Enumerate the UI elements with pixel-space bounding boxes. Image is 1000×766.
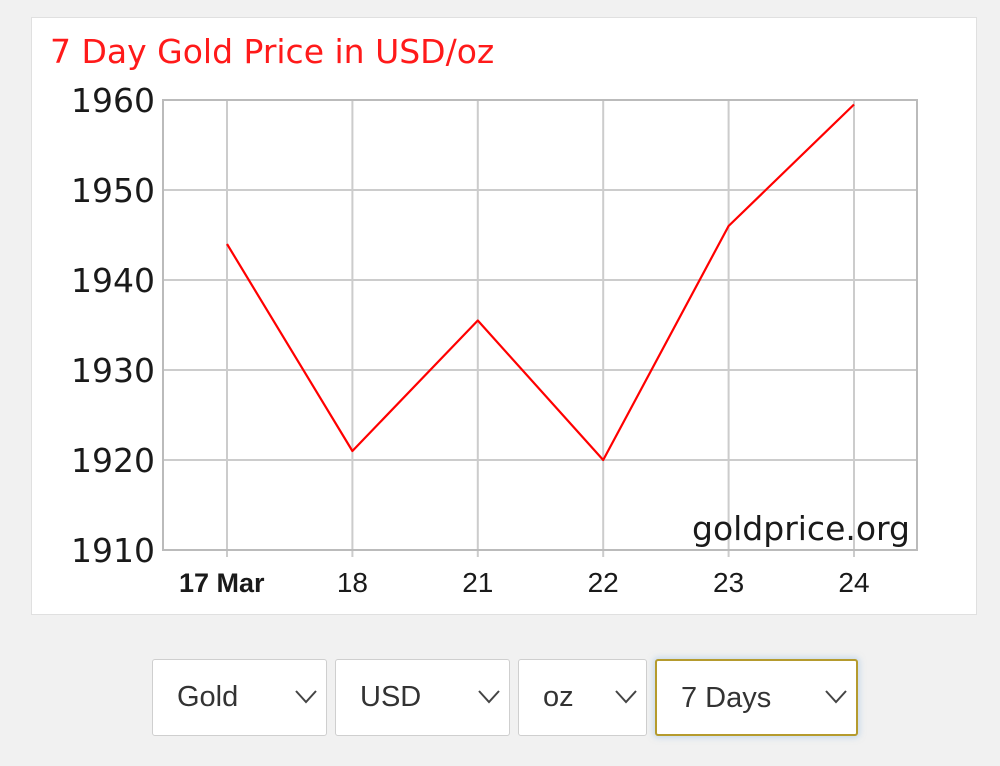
y-tick-label: 1960 <box>71 81 155 120</box>
grid-layer <box>162 99 918 557</box>
x-tick-label: 17 Mar <box>179 568 265 598</box>
metal-select[interactable]: Gold <box>152 659 327 736</box>
y-tick-label: 1910 <box>71 531 155 570</box>
x-tick-label: 24 <box>838 567 869 598</box>
price-line-layer <box>226 103 855 462</box>
price-series-line <box>226 103 855 462</box>
y-tick-label: 1940 <box>71 261 155 300</box>
chevron-down-icon <box>295 690 317 704</box>
chevron-down-icon <box>478 690 500 704</box>
period-select[interactable]: 7 Days <box>655 659 858 736</box>
y-tick-label: 1930 <box>71 351 155 390</box>
watermark-label: goldprice.org <box>692 509 910 548</box>
x-tick-label: 18 <box>337 567 368 598</box>
plot-frame <box>162 99 918 551</box>
y-tick-label: 1950 <box>71 171 155 210</box>
chevron-down-icon <box>825 690 847 704</box>
x-axis-tick-labels: 17 Mar 18 21 22 23 24 <box>179 567 870 598</box>
currency-select-value: USD <box>360 681 422 713</box>
currency-select[interactable]: USD <box>335 659 510 736</box>
y-tick-label: 1920 <box>71 441 155 480</box>
x-tick-label: 23 <box>713 567 744 598</box>
chart-title: 7 Day Gold Price in USD/oz <box>50 32 495 71</box>
unit-select-value: oz <box>543 681 574 713</box>
x-tick-label: 22 <box>588 567 619 598</box>
x-tick-label: 21 <box>462 567 493 598</box>
chart-card <box>31 17 977 615</box>
metal-select-value: Gold <box>177 681 239 713</box>
gold-price-chart: 1910 1920 1930 1940 1950 1960 17 Mar 18 21 22 23 2… <box>71 81 918 598</box>
unit-select[interactable]: oz <box>518 659 647 736</box>
chevron-down-icon <box>615 690 637 704</box>
y-axis-tick-labels: 1910 1920 1930 1940 1950 1960 <box>71 81 155 570</box>
period-select-value: 7 Days <box>681 682 772 714</box>
